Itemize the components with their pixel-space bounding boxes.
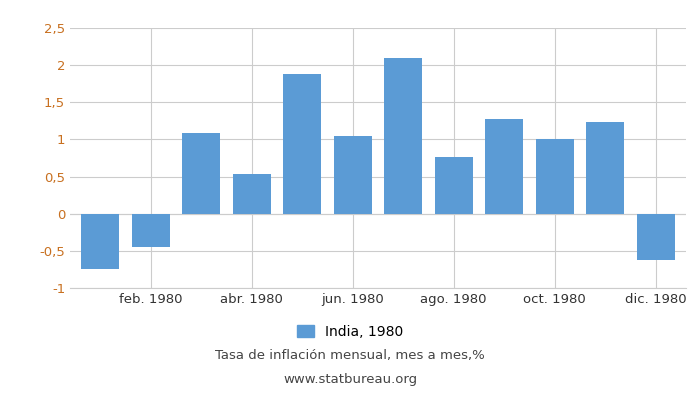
Bar: [435, 156, 472, 214]
Bar: [233, 174, 271, 214]
Bar: [637, 214, 675, 260]
Bar: [81, 214, 119, 270]
Bar: [485, 119, 523, 214]
Text: Tasa de inflación mensual, mes a mes,%: Tasa de inflación mensual, mes a mes,%: [215, 350, 485, 362]
Text: www.statbureau.org: www.statbureau.org: [283, 374, 417, 386]
Legend: India, 1980: India, 1980: [291, 319, 409, 344]
Bar: [334, 136, 372, 214]
Bar: [284, 74, 321, 214]
Bar: [132, 214, 169, 247]
Bar: [587, 122, 624, 214]
Bar: [182, 133, 220, 214]
Bar: [536, 140, 574, 214]
Bar: [384, 58, 422, 214]
